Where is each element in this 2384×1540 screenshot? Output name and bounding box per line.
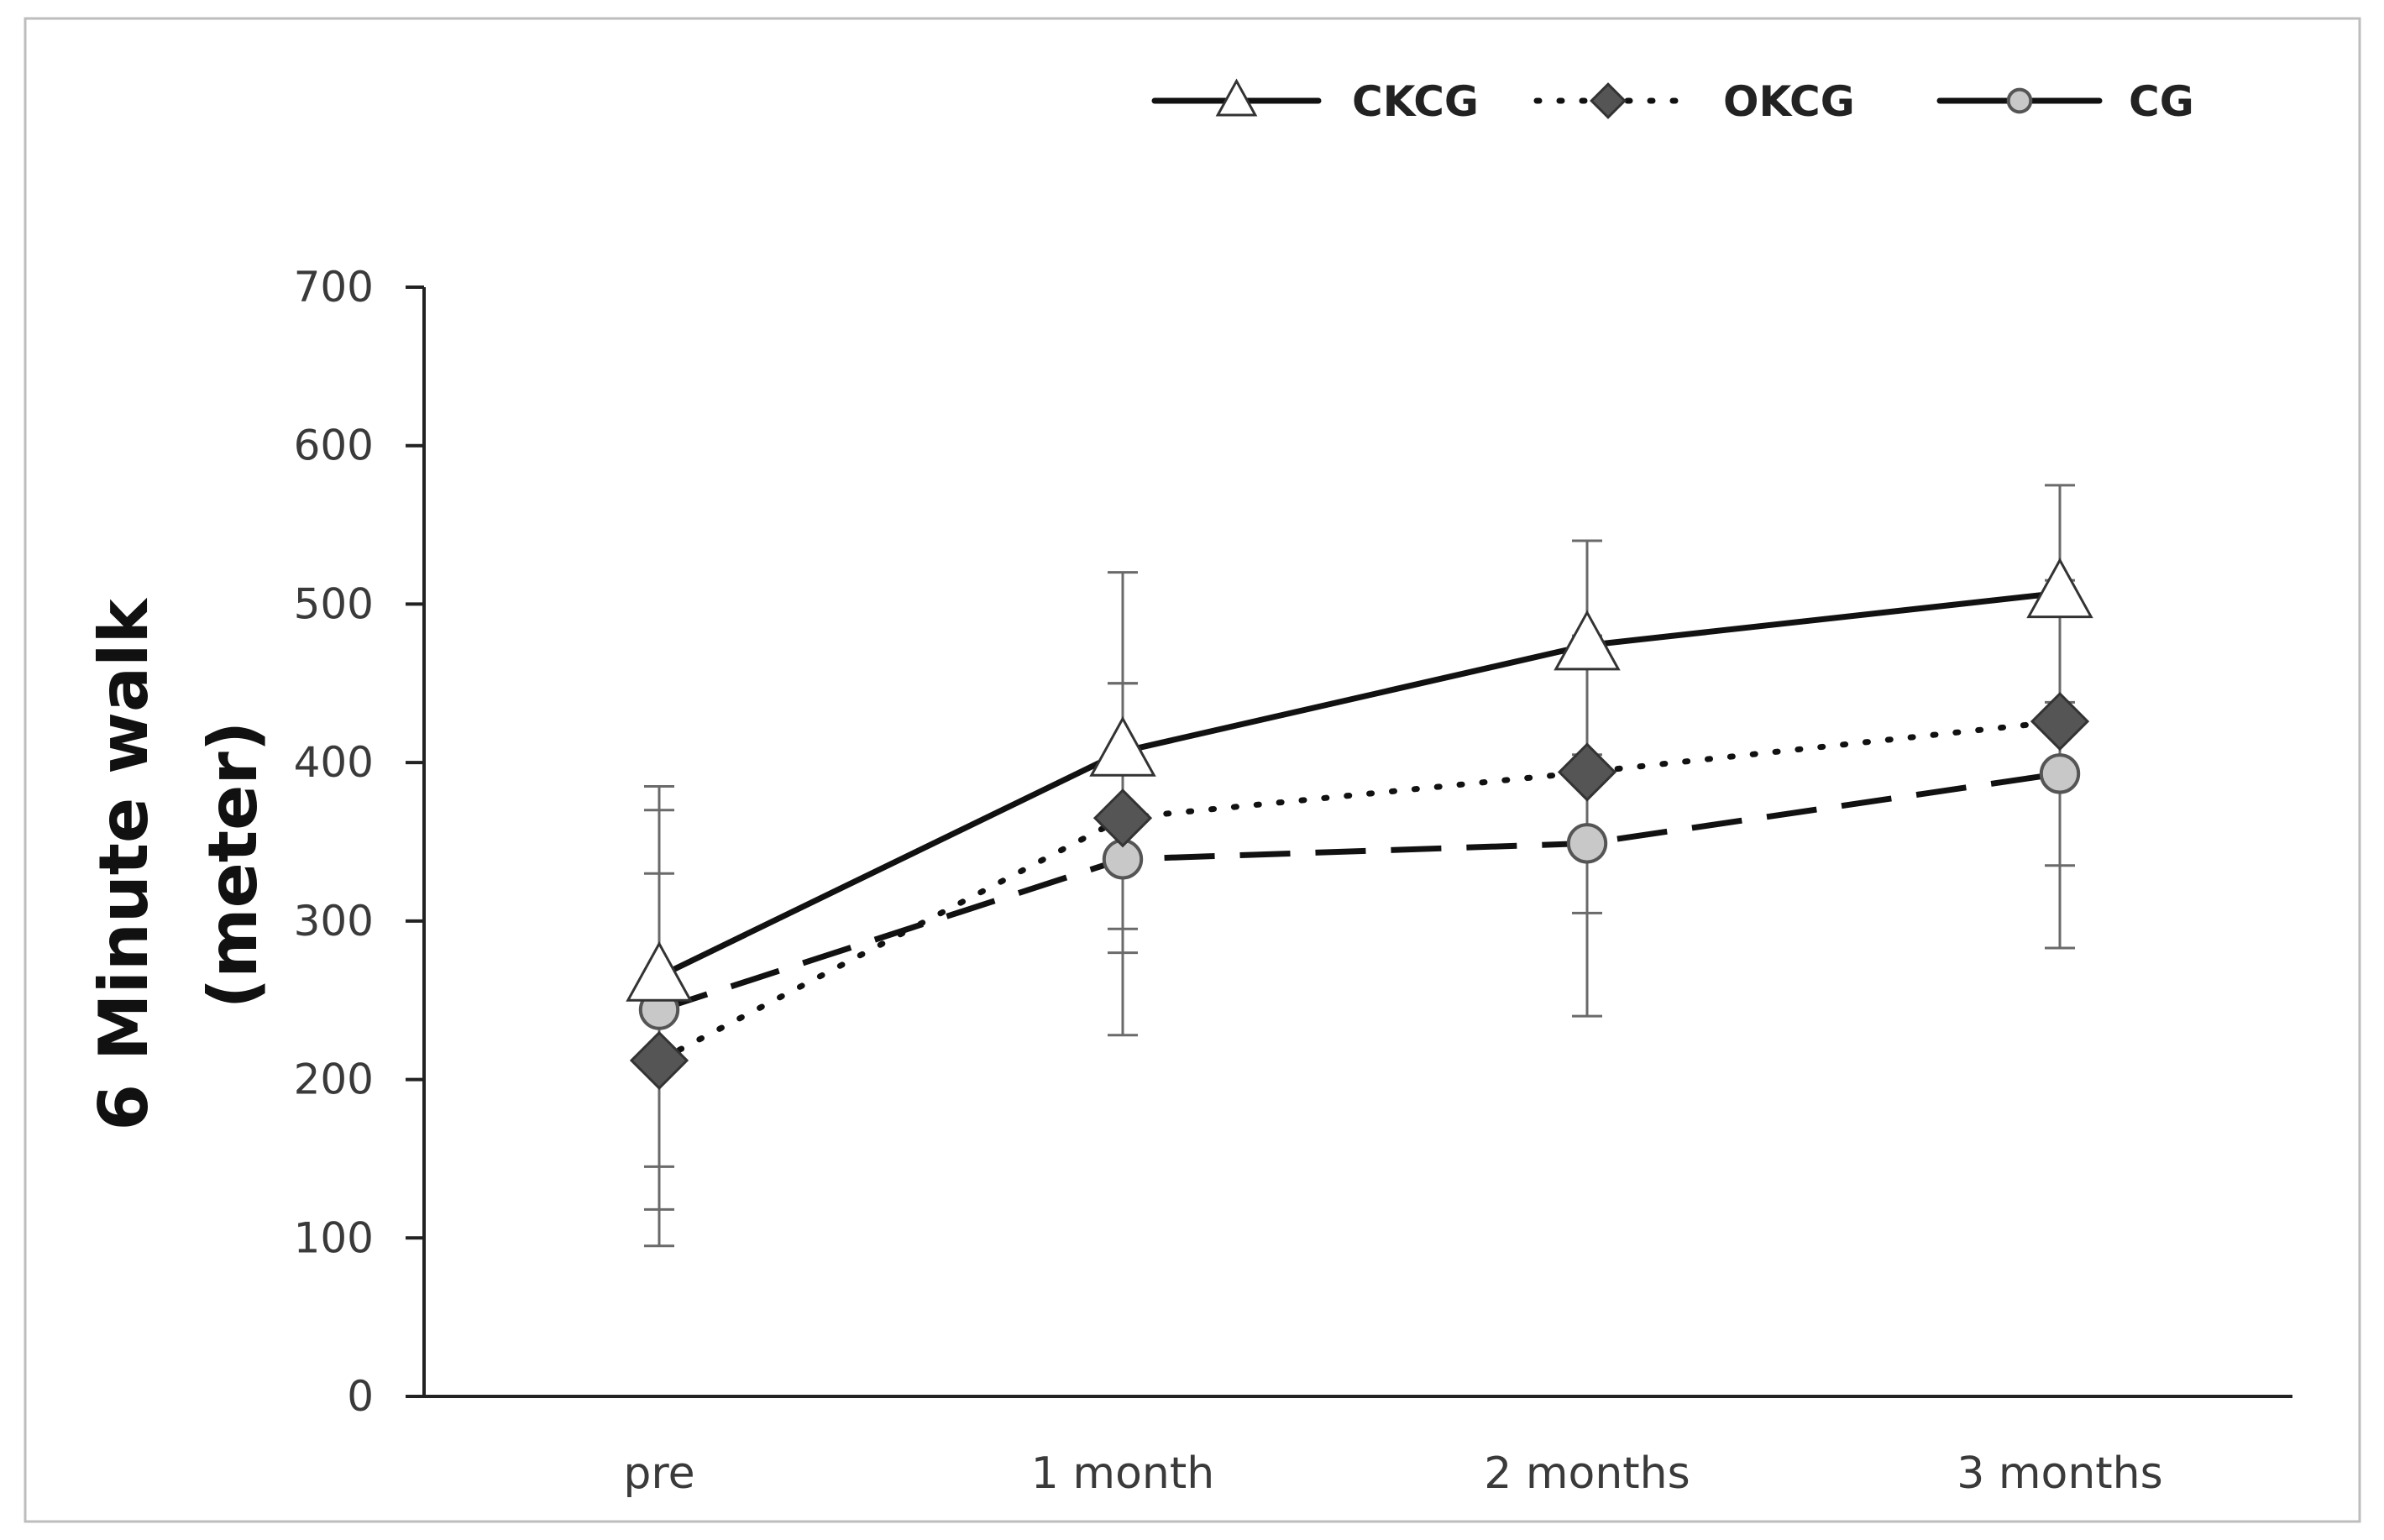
y-axis-label-line-1: 6 Minute walk [85,598,163,1131]
data-point-okcg [1092,788,1153,848]
legend-item-okcg: OKCG [1533,77,1855,126]
x-tick-label: 3 months [1957,1448,2162,1499]
legend-marker-cg [2006,87,2033,114]
data-point-okcg [629,1030,689,1091]
x-tick-label: 2 months [1484,1448,1690,1499]
data-point-cg [1566,823,1608,864]
data-point-ckcg [2026,558,2093,619]
y-tick-label: 600 [294,422,374,470]
data-point-ckcg [626,940,693,1002]
series-line-okcg [656,718,2063,1064]
series-lines [656,589,2063,1064]
y-tick-label: 0 [347,1372,374,1421]
legend-marker-okcg [1590,82,1627,119]
data-point-ckcg [1554,610,1621,671]
legend-label-ckcg: CKCG [1352,77,1479,126]
y-tick-label: 700 [294,263,374,312]
legend-item-cg: CG [1936,77,2194,126]
x-tick-label: pre [623,1448,694,1499]
legend-label-okcg: OKCG [1723,77,1855,126]
markers [626,558,2093,1091]
y-tick-label: 400 [294,738,374,787]
y-tick-label: 100 [294,1213,374,1262]
data-point-cg [2039,753,2081,794]
series-line-ckcg [656,589,2063,980]
legend-item-ckcg: CKCG [1151,77,1479,126]
data-point-ckcg [1089,715,1156,777]
chart-frame [24,17,2361,1523]
x-tick-label: 1 month [1031,1448,1214,1499]
y-tick-label: 200 [294,1055,374,1104]
legend-label-cg: CG [2129,77,2194,126]
y-tick-label: 300 [294,897,374,945]
y-axis-label-line-2: (meter) [194,721,272,1009]
y-tick-label: 500 [294,579,374,628]
series-line-cg [658,770,2061,1013]
axes: 0 100 200 300 400 500 600 700 pre 1 month 2 months… [294,263,2292,1499]
legend: CKCG OKCG CG [1151,77,2194,126]
legend-marker-ckcg [1215,78,1258,117]
data-point-okcg [1557,742,1617,802]
data-point-okcg [2030,691,2090,752]
